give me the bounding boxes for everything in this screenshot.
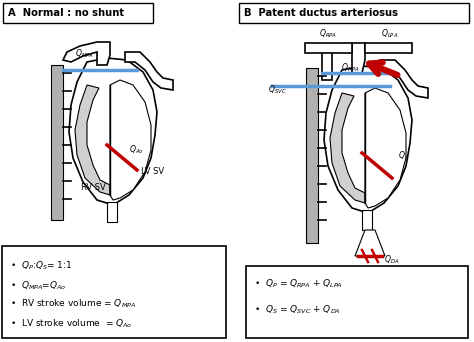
Text: $Q_{LPA}$: $Q_{LPA}$ [381, 27, 399, 40]
Text: $Q_{Ao}$: $Q_{Ao}$ [129, 144, 144, 156]
Polygon shape [380, 60, 428, 98]
Text: •  $Q_{MPA}$=$Q_{Ao}$: • $Q_{MPA}$=$Q_{Ao}$ [10, 279, 66, 291]
Polygon shape [355, 230, 385, 256]
Bar [51, 65, 63, 220]
Polygon shape [125, 52, 173, 90]
Polygon shape [110, 80, 151, 200]
Text: $Q_{SVC}$: $Q_{SVC}$ [268, 84, 287, 96]
Polygon shape [365, 88, 406, 208]
FancyBboxPatch shape [239, 3, 469, 23]
Text: $Q_{RPA}$: $Q_{RPA}$ [319, 27, 337, 40]
Text: •  RV stroke volume = $Q_{MPA}$: • RV stroke volume = $Q_{MPA}$ [10, 298, 136, 311]
Text: •  $Q_P$ = $Q_{RPA}$ + $Q_{LPA}$: • $Q_P$ = $Q_{RPA}$ + $Q_{LPA}$ [254, 278, 343, 290]
Bar [306, 68, 318, 243]
Text: •  $Q_S$ = $Q_{SVC}$ + $Q_{DA}$: • $Q_S$ = $Q_{SVC}$ + $Q_{DA}$ [254, 303, 341, 316]
Polygon shape [352, 43, 365, 73]
Polygon shape [322, 50, 332, 80]
Text: LV SV: LV SV [141, 168, 164, 176]
Polygon shape [365, 43, 412, 53]
FancyBboxPatch shape [246, 266, 468, 338]
Text: $Q_{MPA}$: $Q_{MPA}$ [75, 48, 95, 60]
Text: B  Patent ductus arteriosus: B Patent ductus arteriosus [244, 8, 398, 18]
Polygon shape [305, 43, 352, 53]
Polygon shape [330, 93, 365, 203]
Polygon shape [69, 58, 157, 205]
Text: A  Normal : no shunt: A Normal : no shunt [8, 8, 124, 18]
Text: •  $Q_P$:$Q_S$= 1:1: • $Q_P$:$Q_S$= 1:1 [10, 260, 73, 273]
Polygon shape [107, 202, 117, 222]
Text: RV SV: RV SV [81, 184, 105, 193]
Text: $Q_A$: $Q_A$ [398, 150, 410, 162]
FancyBboxPatch shape [2, 246, 226, 338]
FancyBboxPatch shape [3, 3, 153, 23]
Text: •  LV stroke volume  = $Q_{Ao}$: • LV stroke volume = $Q_{Ao}$ [10, 317, 133, 329]
Text: $Q_{MPA}$: $Q_{MPA}$ [341, 62, 360, 74]
Polygon shape [324, 66, 412, 213]
Text: $Q_{DA}$: $Q_{DA}$ [384, 254, 400, 266]
Polygon shape [362, 210, 372, 230]
Polygon shape [75, 85, 110, 195]
Polygon shape [63, 42, 110, 65]
